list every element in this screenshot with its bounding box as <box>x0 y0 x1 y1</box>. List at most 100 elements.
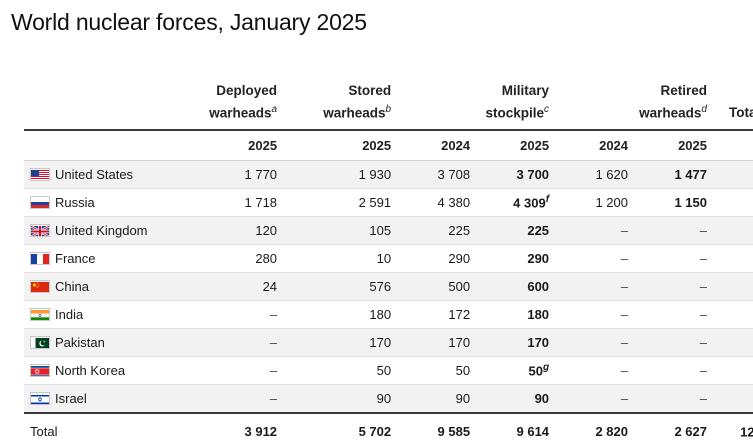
value-cell: – <box>636 300 715 329</box>
north-korea-flag-icon <box>30 364 50 377</box>
value-cell: – <box>636 328 715 357</box>
year-header: 2024 <box>714 129 753 161</box>
year-header: 2025 <box>201 129 286 161</box>
year-header-row: 2025 2025 2024 2025 2024 2025 2024 <box>24 129 753 161</box>
value-cell: 1 150 <box>636 188 715 217</box>
page-title: World nuclear forces, January 2025 <box>11 9 367 35</box>
value-cell: 180 <box>285 300 400 329</box>
value-cell: 50 <box>399 356 479 385</box>
total-cell: 2 820 <box>557 412 637 448</box>
value-cell: 1 200 <box>557 188 637 217</box>
value-cell: 180 <box>478 300 558 329</box>
table-body: United States 1 770 1 930 3 708 3 700 1 620 1 … <box>24 160 753 413</box>
country-cell: North Korea <box>24 356 202 385</box>
value-cell: 1 718 <box>201 188 286 217</box>
value-cell: 90 <box>285 384 400 413</box>
country-cell: Russia <box>24 188 202 217</box>
stored-warheads-header: Stored warheadsb <box>323 82 392 121</box>
value-cell: 170 <box>714 328 753 357</box>
value-cell: 5 580 <box>714 188 753 217</box>
value-cell: – <box>636 216 715 245</box>
column-group-header-row: Deployed warheadsa Stored warheadsb Milita… <box>24 70 753 130</box>
value-cell: 5 328 <box>714 160 753 189</box>
uk-flag-icon <box>30 224 50 237</box>
value-cell: – <box>636 272 715 301</box>
value-cell: 500 <box>714 272 753 301</box>
value-cell: 4 309f <box>478 188 558 217</box>
country-name: Pakistan <box>55 335 105 350</box>
israel-flag-icon <box>30 392 50 405</box>
value-cell: – <box>636 356 715 385</box>
value-cell: – <box>636 244 715 273</box>
value-cell: 90 <box>478 384 558 413</box>
country-cell: United Kingdom <box>24 216 202 245</box>
year-header: 2025 <box>285 129 400 161</box>
country-cell: China <box>24 272 202 301</box>
country-cell: United States <box>24 160 202 189</box>
value-cell: – <box>557 272 637 301</box>
total-label: Total <box>24 412 202 448</box>
value-cell: 50 <box>285 356 400 385</box>
value-cell: 24 <box>201 272 286 301</box>
value-cell: 290 <box>399 244 479 273</box>
value-cell: 1 620 <box>557 160 637 189</box>
empty-header <box>399 70 478 130</box>
value-cell: – <box>201 300 286 329</box>
total-cell: 2 627 <box>636 412 715 448</box>
value-cell: 90 <box>714 384 753 413</box>
value-cell: 170 <box>285 328 400 357</box>
country-name: North Korea <box>55 363 126 378</box>
value-cell: 120 <box>201 216 286 245</box>
country-column-header <box>24 70 202 130</box>
value-cell: 170 <box>478 328 558 357</box>
value-cell: 1 477 <box>636 160 715 189</box>
value-cell: 225 <box>714 216 753 245</box>
value-cell: 172 <box>399 300 479 329</box>
value-cell: – <box>201 356 286 385</box>
value-cell: 50g <box>478 356 558 385</box>
value-cell: 105 <box>285 216 400 245</box>
total-cell: 3 912 <box>201 412 286 448</box>
military-stockpile-header: Military stockpilec <box>485 82 550 121</box>
value-cell: – <box>201 384 286 413</box>
value-cell: 600 <box>478 272 558 301</box>
value-cell: 4 380 <box>399 188 479 217</box>
value-cell: – <box>557 244 637 273</box>
value-cell: 290 <box>714 244 753 273</box>
pakistan-flag-icon <box>30 336 50 349</box>
nuclear-forces-table-container: Deployed warheadsa Stored warheadsb Milita… <box>24 70 753 448</box>
india-flag-icon <box>30 308 50 321</box>
value-cell: 10 <box>285 244 400 273</box>
year-header: 2025 <box>636 129 715 161</box>
value-cell: – <box>557 328 637 357</box>
country-cell: Pakistan <box>24 328 202 357</box>
value-cell: 225 <box>399 216 479 245</box>
value-cell: 3 700 <box>478 160 558 189</box>
value-cell: – <box>557 300 637 329</box>
value-cell: – <box>636 384 715 413</box>
country-name: United Kingdom <box>55 223 148 238</box>
value-cell: 90 <box>399 384 479 413</box>
deployed-warheads-header: Deployed warheadsa <box>209 82 278 121</box>
footnote-marker: g <box>542 362 550 374</box>
empty-header <box>557 70 636 130</box>
value-cell: – <box>201 328 286 357</box>
retired-warheads-header: Retired warheadsd <box>639 82 707 121</box>
value-cell: 280 <box>201 244 286 273</box>
value-cell: 3 708 <box>399 160 479 189</box>
nuclear-forces-table: Deployed warheadsa Stored warheadsb Milita… <box>24 70 753 448</box>
value-cell: – <box>557 216 637 245</box>
china-flag-icon <box>30 280 50 293</box>
total-row: Total 3 912 5 702 9 585 9 614 2 820 2 62… <box>24 412 753 448</box>
value-cell: – <box>557 384 637 413</box>
value-cell: 225 <box>478 216 558 245</box>
france-flag-icon <box>30 252 50 265</box>
total-cell: 9 614 <box>478 412 558 448</box>
value-cell: 1 930 <box>285 160 400 189</box>
country-name: China <box>55 279 89 294</box>
